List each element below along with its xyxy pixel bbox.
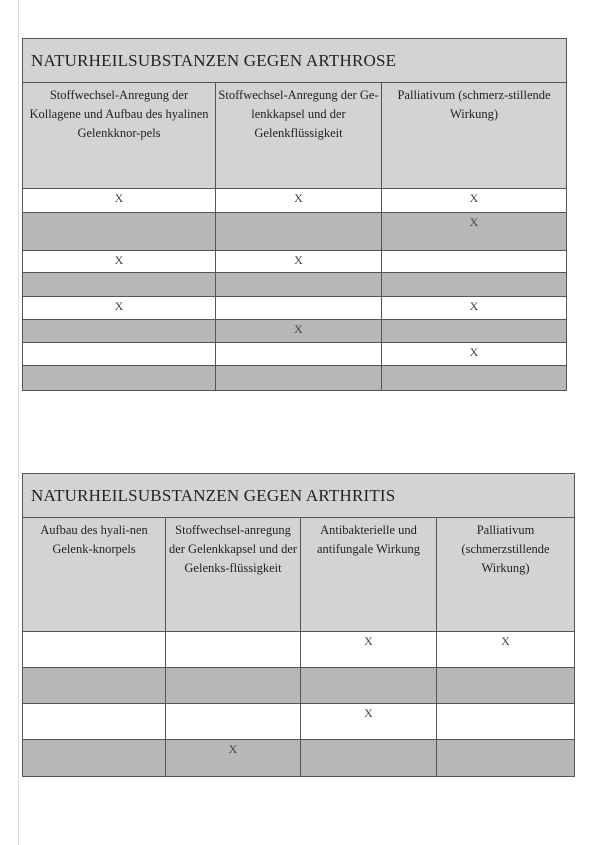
table-cell: X [215, 250, 382, 273]
table-cell: X [300, 703, 437, 740]
table-cell [215, 296, 382, 320]
table-row: X [22, 739, 576, 777]
table-cell [165, 703, 301, 740]
table-cell [215, 365, 382, 391]
column-header: Palliativum (schmerz-stillende Wirkung) [380, 82, 568, 189]
table-row [22, 365, 568, 391]
table-cell [165, 667, 301, 704]
table-cell [435, 703, 576, 740]
table-cell: X [22, 188, 216, 213]
table-cell [215, 342, 382, 366]
table-cell [435, 667, 576, 704]
table-cell [300, 667, 437, 704]
table-cell [165, 631, 301, 668]
table-cell [22, 631, 166, 668]
page-edge [18, 0, 19, 845]
table-cell: X [380, 342, 568, 366]
table-cell: X [380, 212, 568, 251]
table-cell: X [215, 319, 382, 343]
table-title: NATURHEILSUBSTANZEN GEGEN ARTHROSE [21, 38, 568, 83]
table-cell [380, 272, 568, 297]
arthrose-table: NATURHEILSUBSTANZEN GEGEN ARTHROSE Stoff… [21, 38, 568, 391]
table-title: NATURHEILSUBSTANZEN GEGEN ARTHRITIS [21, 473, 576, 518]
table-cell: X [215, 188, 382, 213]
table-cell [22, 703, 166, 740]
table-cell [22, 342, 216, 366]
table-cell [22, 365, 216, 391]
column-header: Aufbau des hyali-nen Gelenk-knorpels [22, 517, 166, 632]
column-header: Stoffwechsel-anregung der Gelenkkapsel u… [165, 517, 301, 632]
column-header: Antibakterielle und antifungale Wirkung [300, 517, 437, 632]
table-row [22, 272, 568, 297]
table-row: X [22, 342, 568, 366]
table-cell: X [22, 296, 216, 320]
table-cell [380, 250, 568, 273]
column-header: Palliativum (schmerzstillende Wirkung) [435, 517, 576, 632]
table-cell: X [300, 631, 437, 668]
table-cell [300, 739, 437, 777]
column-header: Stoffwechsel-Anregung der Ge-lenkkapsel … [215, 82, 382, 189]
table-cell [435, 739, 576, 777]
table-cell [22, 739, 166, 777]
table-row: X [22, 212, 568, 251]
column-header: Stoffwechsel-Anregung der Kollagene und … [22, 82, 216, 189]
table-cell: X [380, 296, 568, 320]
table-cell: X [380, 188, 568, 213]
table-cell [22, 667, 166, 704]
table-cell [215, 212, 382, 251]
table-cell [22, 212, 216, 251]
table-cell: X [435, 631, 576, 668]
table-row [22, 667, 576, 704]
table-cell [380, 319, 568, 343]
arthritis-table: NATURHEILSUBSTANZEN GEGEN ARTHRITIS Aufb… [21, 473, 576, 777]
table-cell [22, 272, 216, 297]
table-cell [215, 272, 382, 297]
table-row: X [22, 703, 576, 740]
table-cell: X [22, 250, 216, 273]
table-row: X [22, 319, 568, 343]
table-cell [22, 319, 216, 343]
table-cell: X [165, 739, 301, 777]
table-cell [380, 365, 568, 391]
